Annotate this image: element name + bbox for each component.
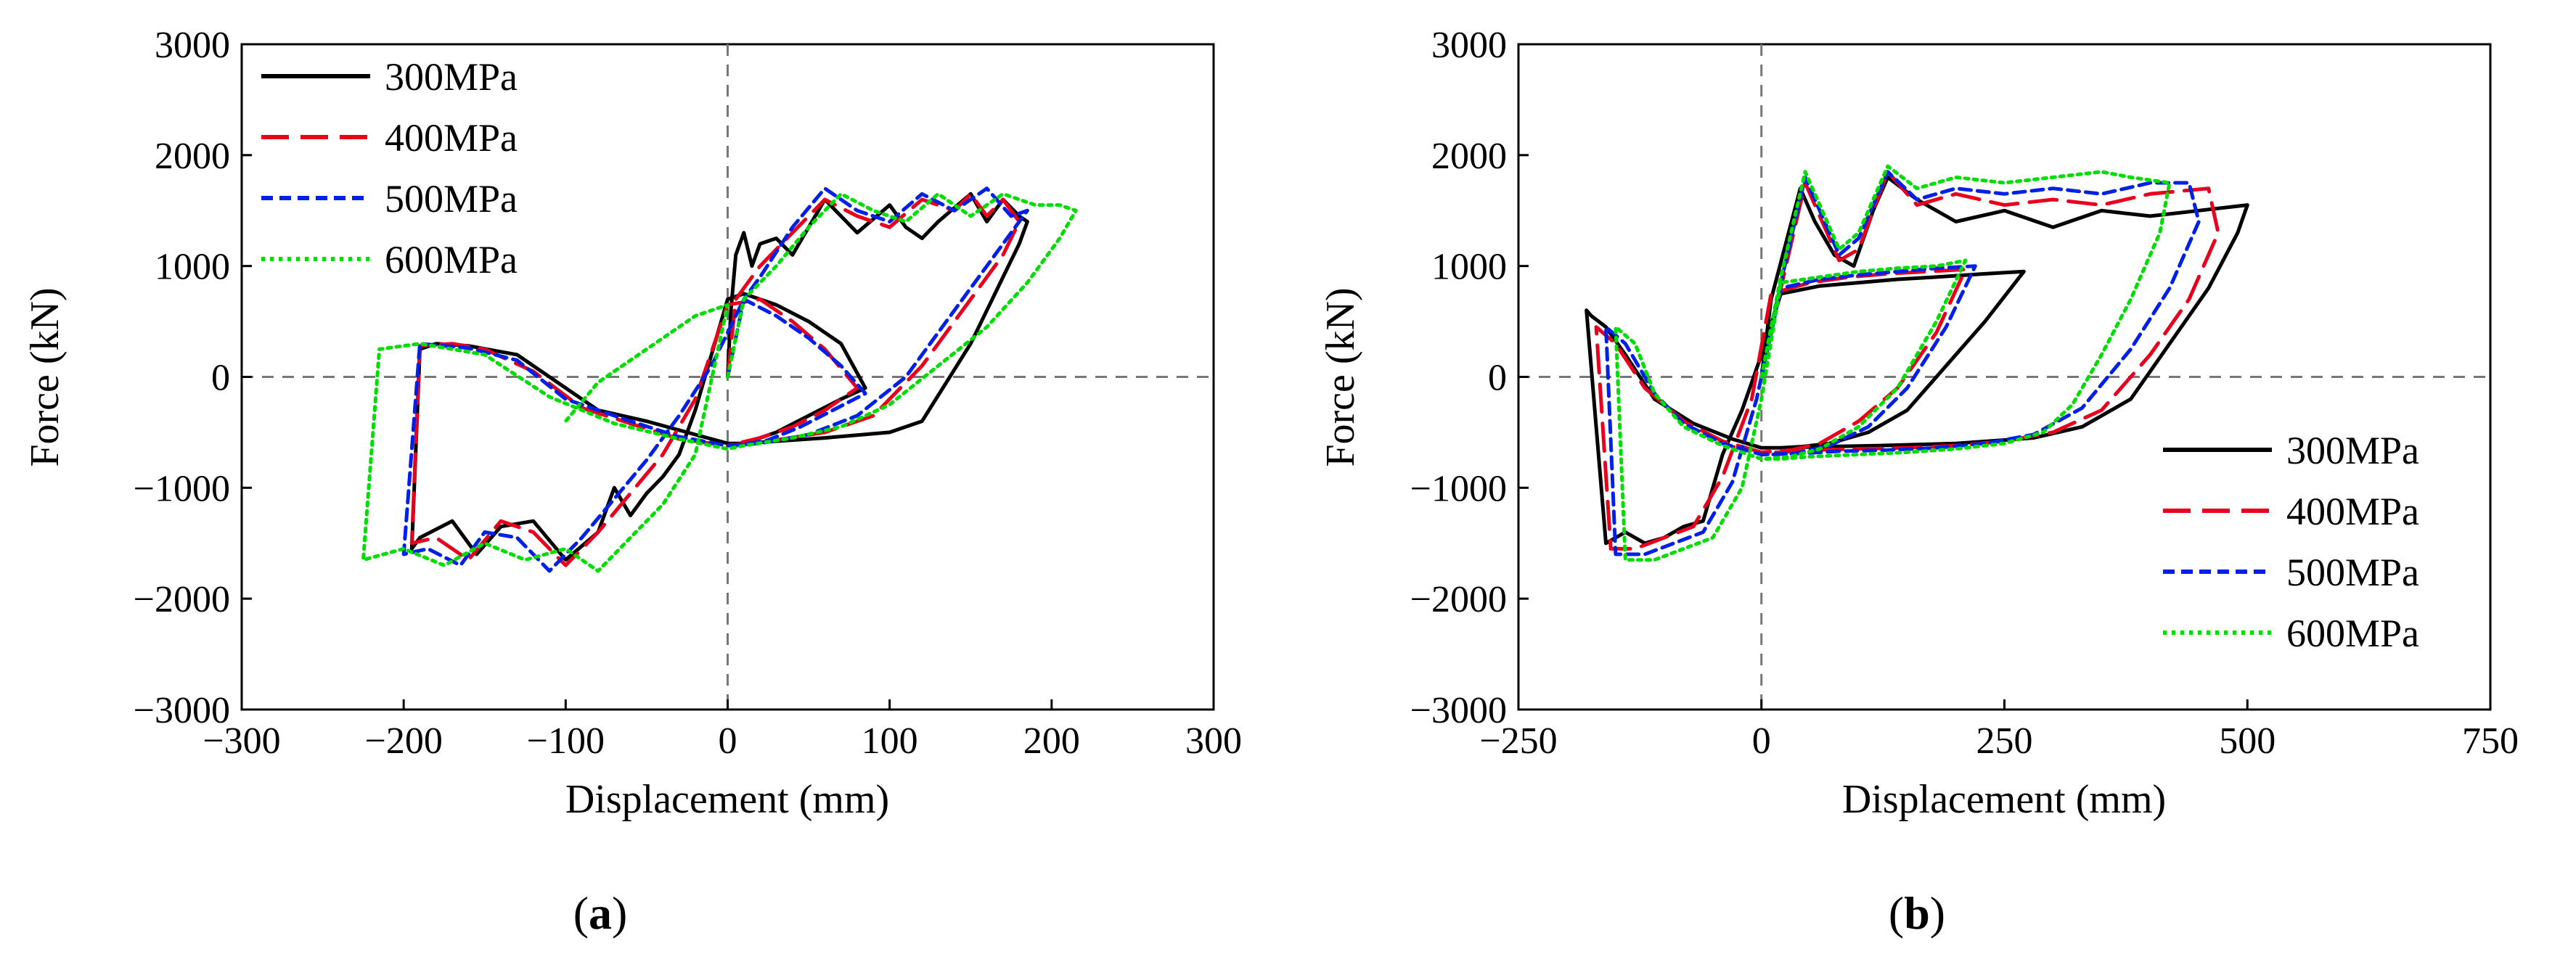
y-tick-label-a: 3000 (155, 25, 230, 66)
series-line-400mpa-a (409, 192, 1021, 567)
x-axis-label-a: Displacement (mm) (565, 777, 889, 822)
axis-ticks-a: −300 −200 −100 0 100 200 300−3000−2000−1000010… (134, 25, 1242, 762)
x-tick-label-b: −250 (1479, 720, 1557, 762)
panel-caption-b: (b) (1889, 887, 1945, 939)
x-tick-label-a: 200 (1023, 720, 1080, 762)
y-tick-label-a: 0 (211, 358, 230, 399)
legend-label-500mpa-a: 500MPa (385, 177, 518, 221)
y-tick-label-b: −1000 (1410, 468, 1507, 509)
y-tick-label-b: 0 (1488, 358, 1507, 399)
legend-label-600mpa-a: 600MPa (385, 238, 518, 281)
series-line-400mpa-b (1594, 170, 2220, 551)
x-tick-label-a: −200 (365, 720, 443, 762)
svg-text:(b): (b) (1889, 887, 1945, 939)
legend-label-400mpa-a: 400MPa (385, 116, 518, 160)
series-line-600mpa-b (1614, 164, 2172, 562)
series-layer-b (1585, 164, 2249, 562)
legend-a: 300MPa 400MPa 500MPa 600MPa (261, 55, 518, 281)
legend-label-300mpa-b: 300MPa (2286, 429, 2419, 472)
y-tick-label-b: 2000 (1431, 136, 1507, 177)
series-line-600mpa-a (361, 192, 1078, 573)
series-line-500mpa-b (1604, 170, 2201, 556)
series-line-500mpa-a (401, 186, 1029, 573)
panel-caption-a: (a) (573, 887, 628, 939)
y-tick-label-a: 2000 (155, 136, 230, 177)
legend-label-400mpa-b: 400MPa (2286, 490, 2419, 533)
x-axis-label-b: Displacement (mm) (1842, 777, 2166, 822)
y-tick-label-b: −3000 (1410, 690, 1507, 731)
panel-label-a: a (589, 887, 612, 939)
x-tick-label-a: −300 (203, 720, 280, 762)
panel-label-b: b (1904, 887, 1930, 939)
svg-text:(a): (a) (573, 887, 628, 939)
y-axis-label-b: Force (kN) (1318, 287, 1363, 466)
x-tick-label-b: 0 (1752, 720, 1771, 762)
reference-lines-b (1518, 44, 2490, 710)
y-tick-label-a: −3000 (134, 690, 230, 731)
legend-label-500mpa-b: 500MPa (2286, 551, 2419, 594)
x-tick-label-b: 500 (2219, 720, 2276, 762)
x-tick-label-a: 300 (1185, 720, 1242, 762)
series-layer-a (361, 186, 1078, 573)
x-tick-label-a: 0 (719, 720, 737, 762)
y-axis-label-a: Force (kN) (23, 287, 68, 466)
chart-panel-b: −250 0 250 500 750 −3000 −2000 −1000 0 1000 2000 30… (1318, 25, 2519, 939)
legend-label-600mpa-b: 600MPa (2286, 612, 2419, 655)
y-tick-label-b: 1000 (1431, 247, 1507, 288)
x-tick-label-b: 250 (1976, 720, 2033, 762)
series-line-300mpa-b (1585, 175, 2249, 546)
legend-label-300mpa-a: 300MPa (385, 55, 518, 99)
y-tick-label-b: −2000 (1410, 579, 1507, 620)
y-tick-label-a: 1000 (155, 247, 230, 288)
chart-panel-a: −300 −200 −100 0 100 200 300−3000−2000−1000010… (23, 25, 1242, 939)
y-tick-label-a: −1000 (134, 468, 230, 509)
y-tick-label-b: 3000 (1431, 25, 1507, 66)
x-tick-label-a: 100 (862, 720, 918, 762)
axis-ticks-b: −250 0 250 500 750 −3000 −2000 −1000 0 1000 2000 30… (1410, 25, 2519, 762)
legend-b: 300MPa 400MPa 500MPa 600MPa (2163, 429, 2419, 655)
y-tick-label-a: −2000 (134, 579, 230, 620)
x-tick-label-a: −100 (527, 720, 605, 762)
x-tick-label-b: 750 (2462, 720, 2519, 762)
